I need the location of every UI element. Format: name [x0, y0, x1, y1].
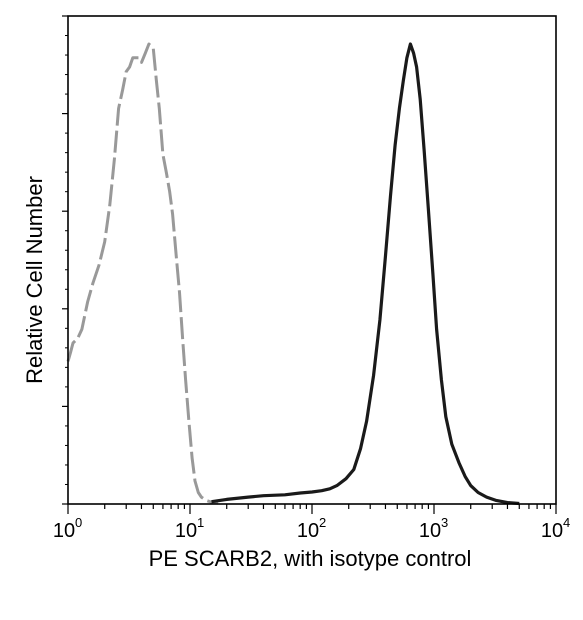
- x-axis-title: PE SCARB2, with isotype control: [149, 546, 472, 571]
- histogram-series-2: [211, 42, 520, 506]
- plot-frame: [67, 15, 557, 505]
- series-layer: [66, 42, 520, 506]
- x-tick-label: 10 1: [175, 515, 204, 542]
- x-tick-label: 10 0: [53, 515, 82, 542]
- x-tick-label: 10 3: [419, 515, 448, 542]
- axis-ticks: [62, 15, 557, 514]
- x-tick-label-base: 10: [53, 520, 75, 542]
- x-tick-label-base: 10: [175, 520, 197, 542]
- x-tick-label-exponent: 1: [197, 515, 204, 530]
- histogram-series-1: [66, 42, 219, 505]
- x-tick-label-exponent: 3: [441, 515, 448, 530]
- x-tick-label: 10 4: [541, 515, 570, 542]
- x-tick-label: 10 2: [297, 515, 326, 542]
- y-axis-title: Relative Cell Number: [22, 176, 47, 384]
- x-tick-label-exponent: 2: [319, 515, 326, 530]
- x-tick-label-exponent: 0: [75, 515, 82, 530]
- tick-labels: 10 0 10 1 10 2 10 3 10 4: [53, 515, 570, 542]
- x-tick-label-base: 10: [541, 520, 563, 542]
- x-tick-label-base: 10: [297, 520, 319, 542]
- x-tick-label-exponent: 4: [563, 515, 570, 530]
- x-tick-label-base: 10: [419, 520, 441, 542]
